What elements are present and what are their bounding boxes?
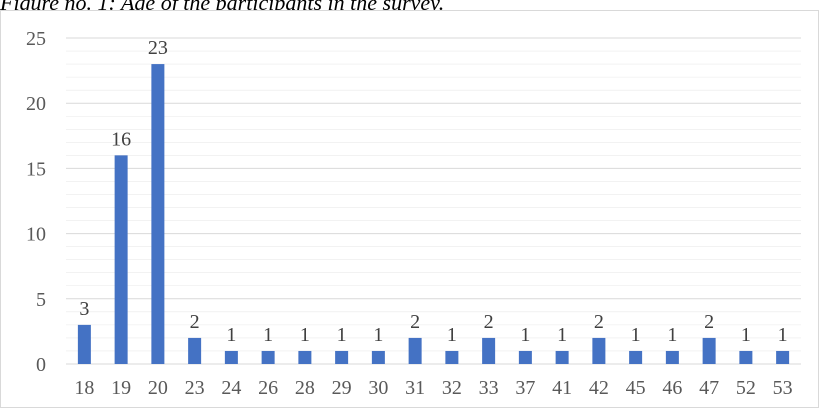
x-tick-label: 53 <box>773 377 793 399</box>
y-tick-label: 25 <box>26 28 46 50</box>
bar-18 <box>77 324 91 364</box>
data-label-31: 2 <box>410 311 420 333</box>
bar-26 <box>261 350 275 364</box>
x-tick-label: 45 <box>626 377 646 399</box>
bar-19 <box>114 155 128 364</box>
data-label-47: 2 <box>704 311 714 333</box>
bar-23 <box>188 337 202 364</box>
x-tick-label: 28 <box>295 377 315 399</box>
bar-45 <box>629 350 643 364</box>
bar-29 <box>335 350 349 364</box>
data-label-24: 1 <box>226 324 236 346</box>
x-tick-label: 26 <box>258 377 278 399</box>
data-label-19: 16 <box>111 128 131 150</box>
x-tick-label: 31 <box>405 377 425 399</box>
bar-37 <box>518 350 532 364</box>
x-tick-label: 18 <box>74 377 94 399</box>
data-label-26: 1 <box>263 324 273 346</box>
x-tick-label: 20 <box>148 377 168 399</box>
data-label-46: 1 <box>667 324 677 346</box>
x-tick-label: 19 <box>111 377 131 399</box>
y-axis-ticks: 0 5 10 15 20 25 <box>26 28 46 376</box>
x-tick-label: 52 <box>736 377 756 399</box>
x-tick-label: 23 <box>185 377 205 399</box>
bar-52 <box>739 350 753 364</box>
bar-20 <box>151 64 165 364</box>
data-label-18: 3 <box>79 298 89 320</box>
bar-46 <box>665 350 679 364</box>
data-label-29: 1 <box>337 324 347 346</box>
y-tick-label: 20 <box>26 93 46 115</box>
data-label-53: 1 <box>778 324 788 346</box>
data-label-28: 1 <box>300 324 310 346</box>
x-tick-label: 30 <box>368 377 388 399</box>
data-label-20: 23 <box>148 37 168 59</box>
data-label-45: 1 <box>631 324 641 346</box>
y-tick-label: 15 <box>26 158 46 180</box>
bar-42 <box>592 337 606 364</box>
data-label-23: 2 <box>190 311 200 333</box>
data-label-32: 1 <box>447 324 457 346</box>
x-tick-label: 29 <box>332 377 352 399</box>
x-tick-label: 24 <box>221 377 241 399</box>
y-tick-label: 5 <box>36 289 46 311</box>
bar-31 <box>408 337 422 364</box>
y-tick-label: 10 <box>26 224 46 246</box>
x-tick-label: 37 <box>515 377 535 399</box>
gridlines <box>66 37 801 365</box>
bar-53 <box>776 350 790 364</box>
bar-32 <box>445 350 459 364</box>
data-label-41: 1 <box>557 324 567 346</box>
bar-28 <box>298 350 312 364</box>
bar-24 <box>224 350 238 364</box>
data-label-42: 2 <box>594 311 604 333</box>
x-tick-label: 46 <box>662 377 682 399</box>
data-labels: 3 16 23 2 1 1 1 1 1 2 1 2 1 1 2 1 1 2 1 1 <box>79 37 787 346</box>
bar-33 <box>482 337 496 364</box>
x-tick-label: 33 <box>479 377 499 399</box>
data-label-37: 1 <box>520 324 530 346</box>
x-axis-ticks: 18 19 20 23 24 26 28 29 30 31 32 33 37 41 42 45 46 47 52 53 <box>74 377 792 399</box>
y-tick-label: 0 <box>36 354 46 376</box>
x-tick-label: 41 <box>552 377 572 399</box>
data-label-30: 1 <box>373 324 383 346</box>
bars <box>77 64 790 364</box>
x-tick-label: 47 <box>699 377 719 399</box>
data-label-52: 1 <box>741 324 751 346</box>
data-label-33: 2 <box>484 311 494 333</box>
bar-30 <box>371 350 385 364</box>
bar-41 <box>555 350 569 364</box>
x-tick-label: 32 <box>442 377 462 399</box>
bar-47 <box>702 337 716 364</box>
x-tick-label: 42 <box>589 377 609 399</box>
